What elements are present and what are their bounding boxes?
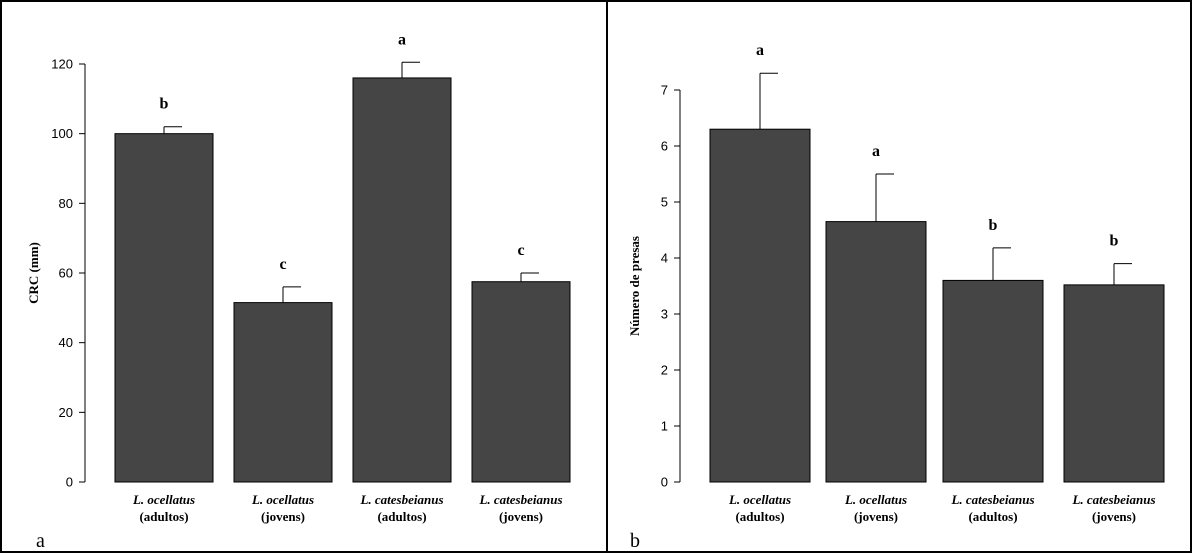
- category-group-label: (jovens): [1092, 509, 1136, 524]
- category-group-label: (adultos): [968, 509, 1017, 524]
- bar: [233, 302, 333, 483]
- category-label: L. ocellatus: [844, 492, 907, 507]
- y-tick-label: 0: [661, 475, 668, 490]
- category-label: L. ocellatus: [728, 492, 791, 507]
- panel-b-chart: 0 1 2 3 4 5 6 7 Número de presas a L. ocellatus (ad…: [627, 42, 1165, 524]
- y-axis-title: Número de presas: [627, 236, 642, 336]
- y-tick-label: 120: [51, 57, 73, 72]
- category-group-label: (adultos): [377, 509, 426, 524]
- y-tick-label: 7: [661, 83, 668, 98]
- panel-b-label: b: [630, 530, 640, 552]
- bar: [1063, 284, 1165, 483]
- y-tick-label: 100: [51, 126, 73, 141]
- category-label: L. catesbeianus: [950, 492, 1034, 507]
- y-tick-label: 5: [661, 195, 668, 210]
- y-axis-title: CRC (mm): [26, 242, 41, 304]
- y-tick-label: 6: [661, 139, 668, 154]
- panel-a-label: a: [36, 530, 45, 552]
- category-label: L. catesbeianus: [478, 492, 562, 507]
- significance-letter: b: [989, 217, 998, 234]
- significance-letter: a: [398, 31, 406, 48]
- significance-letter: a: [756, 42, 764, 59]
- y-tick-label: 2: [661, 363, 668, 378]
- significance-letter: b: [1110, 233, 1119, 250]
- category-group-label: (jovens): [854, 509, 898, 524]
- y-tick-label: 1: [661, 419, 668, 434]
- y-tick-label: 80: [59, 196, 73, 211]
- category-group-label: (adultos): [139, 509, 188, 524]
- category-group-label: (jovens): [499, 509, 543, 524]
- y-tick-label: 0: [66, 475, 73, 490]
- category-group-label: (jovens): [261, 509, 305, 524]
- y-tick-label: 3: [661, 307, 668, 322]
- bar: [471, 281, 571, 483]
- y-tick-label: 60: [59, 266, 73, 281]
- y-tick-label: 20: [59, 405, 73, 420]
- significance-letter: c: [517, 242, 524, 259]
- y-tick-label: 4: [661, 251, 668, 266]
- bar: [352, 77, 452, 483]
- bar: [825, 221, 927, 483]
- significance-letter: a: [872, 143, 880, 160]
- category-label: L. ocellatus: [132, 492, 195, 507]
- bar: [942, 279, 1044, 483]
- significance-letter: c: [279, 256, 286, 273]
- category-label: L. catesbeianus: [359, 492, 443, 507]
- significance-letter: b: [160, 96, 169, 113]
- category-group-label: (adultos): [735, 509, 784, 524]
- category-label: L. catesbeianus: [1071, 492, 1155, 507]
- bar: [709, 128, 811, 483]
- bar: [114, 133, 214, 483]
- category-label: L. ocellatus: [251, 492, 314, 507]
- panel-a-chart: 0 20 40 60 80 100 120 CRC (mm) b L. ocellatus (adu…: [26, 31, 571, 524]
- y-tick-label: 40: [59, 335, 73, 350]
